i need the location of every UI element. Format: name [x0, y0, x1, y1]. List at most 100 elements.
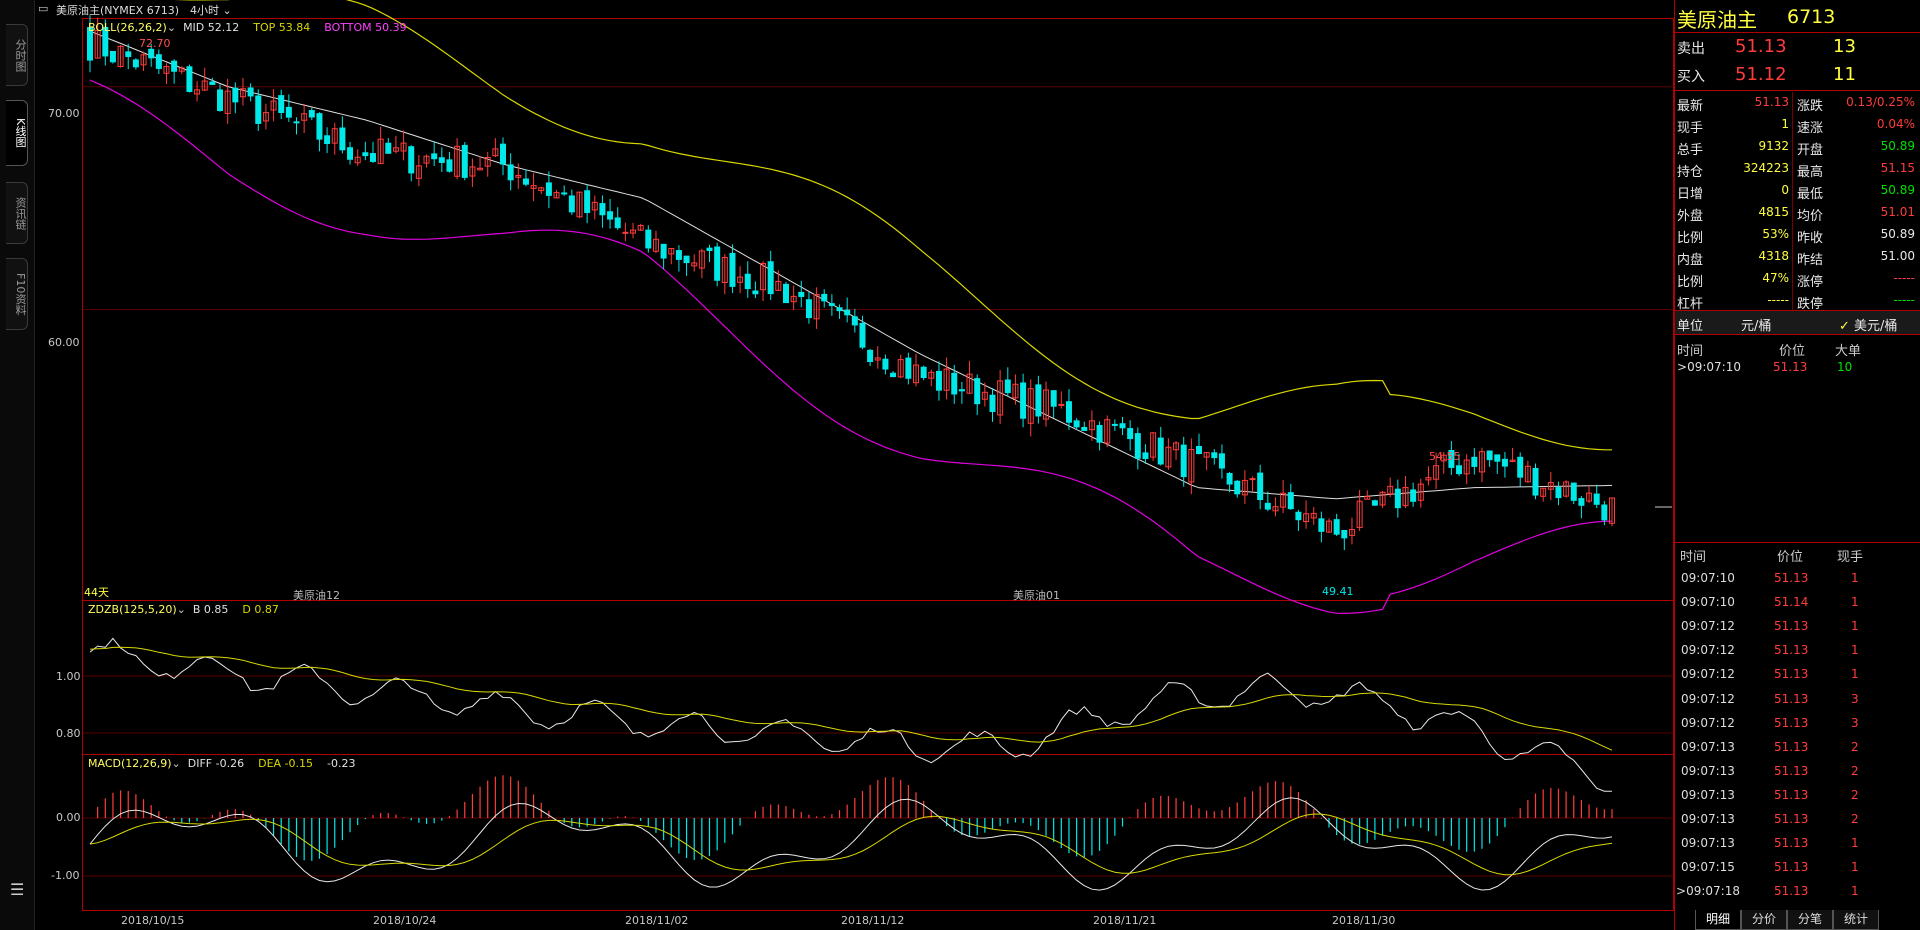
tick-volume: 2	[1851, 812, 1859, 826]
sell-price: 51.13	[1735, 36, 1787, 57]
macd-chart-frame[interactable]	[82, 754, 1674, 911]
candle	[1593, 493, 1600, 505]
tab-detail[interactable]: 明细	[1695, 910, 1741, 930]
quote-label: 最新	[1677, 99, 1704, 114]
candle	[1356, 500, 1363, 528]
check-icon: ✓	[1839, 319, 1850, 334]
chevron-down-icon[interactable]: ⌄	[166, 21, 177, 34]
quote-label: 昨收	[1797, 231, 1824, 246]
candle	[591, 201, 598, 211]
quote-row: 最新 51.13 涨跌 0.13/0.25%	[1675, 92, 1920, 114]
candle	[821, 293, 828, 302]
tick-row[interactable]: 09:07:12 51.13 3	[1675, 713, 1920, 735]
quote-value: 1	[1781, 117, 1789, 131]
tab-news-chain[interactable]: 资讯链	[6, 182, 28, 244]
tick-price: 51.13	[1774, 860, 1809, 875]
zdzb-d-line	[89, 646, 1613, 751]
candle	[163, 65, 170, 74]
left-tab-strip: 分时图 K线图 资讯链 F10资料	[0, 0, 35, 930]
candle	[392, 147, 399, 152]
candle	[1111, 423, 1118, 426]
candle	[1433, 465, 1440, 480]
tick-row[interactable]: 09:07:13 51.13 2	[1675, 737, 1920, 759]
quote-row: 持仓 324223 最高 51.15	[1675, 158, 1920, 180]
quote-label: 涨跌	[1797, 99, 1824, 114]
tick-row[interactable]: 09:07:13 51.13 2	[1675, 809, 1920, 831]
candle	[882, 358, 889, 370]
candle	[645, 229, 652, 249]
candle	[140, 54, 147, 66]
tick-row[interactable]: 09:07:13 51.13 2	[1675, 761, 1920, 783]
tab-tick-detail[interactable]: 分笔	[1787, 910, 1833, 930]
candle	[1402, 486, 1409, 507]
boll-legend: BOLL(26,26,2)⌄ MID 52.12 TOP 53.84 BOTTO…	[88, 21, 407, 34]
candle	[729, 252, 736, 287]
quote-value: -----	[1767, 293, 1789, 307]
menu-list-icon[interactable]: ☰	[10, 880, 25, 899]
tick-row[interactable]: 09:07:12 51.13 3	[1675, 689, 1920, 711]
candle	[989, 394, 996, 412]
candle	[630, 229, 637, 234]
big-order-row[interactable]: >09:07:10	[1677, 360, 1741, 374]
tick-row[interactable]: 09:07:10 51.14 1	[1675, 592, 1920, 614]
candle	[148, 48, 155, 59]
candle	[1318, 518, 1325, 532]
quote-value: 9132	[1758, 139, 1789, 153]
chevron-down-icon[interactable]: ⌄	[176, 603, 186, 616]
tick-time: 09:07:15	[1681, 860, 1735, 875]
tab-intraday[interactable]: 分时图	[6, 24, 28, 86]
candle	[1073, 420, 1080, 428]
candle	[1570, 482, 1577, 501]
unit-usd-option[interactable]: ✓ 美元/桶	[1839, 315, 1897, 334]
tab-f10[interactable]: F10资料	[6, 258, 28, 330]
candle	[1532, 467, 1539, 496]
zdzb-legend-b: B 0.85	[192, 603, 229, 616]
tick-row[interactable]: 09:07:13 51.13 2	[1675, 785, 1920, 807]
candle	[1417, 483, 1424, 501]
candle	[782, 283, 789, 304]
tick-price: 51.13	[1774, 836, 1809, 851]
quote-label: 均价	[1797, 209, 1824, 224]
candle	[859, 322, 866, 348]
quote-value: 50.89	[1880, 183, 1915, 197]
tick-row[interactable]: 09:07:13 51.13 1	[1675, 833, 1920, 855]
candle	[683, 255, 690, 264]
candle	[301, 113, 308, 121]
candle	[155, 54, 162, 69]
candle	[553, 192, 560, 199]
tab-statistics[interactable]: 统计	[1833, 910, 1879, 930]
candle	[1586, 492, 1593, 502]
tick-header-price: 价位	[1777, 550, 1804, 565]
tick-row[interactable]: >09:07:18 51.13 1	[1675, 881, 1920, 903]
candle	[943, 368, 950, 391]
candle	[706, 247, 713, 252]
boll-legend-top: TOP 53.84	[253, 21, 311, 34]
unit-cny-option[interactable]: 元/桶	[1741, 319, 1772, 334]
tab-kline[interactable]: K线图	[6, 100, 28, 166]
quote-label: 速涨	[1797, 121, 1824, 136]
candle	[1425, 477, 1432, 481]
candle	[1058, 403, 1065, 406]
candle	[1234, 480, 1241, 495]
tick-row[interactable]: 09:07:15 51.13 1	[1675, 857, 1920, 879]
tick-row[interactable]: 09:07:10 51.13 1	[1675, 568, 1920, 590]
candle	[637, 224, 644, 231]
tab-price-dist[interactable]: 分价	[1741, 910, 1787, 930]
candle	[339, 127, 346, 151]
macd-y-tick-neg1: -1.00	[51, 869, 80, 882]
candle	[194, 89, 201, 95]
big-order-header-time: 时间	[1677, 344, 1704, 359]
tick-row[interactable]: 09:07:12 51.13 1	[1675, 616, 1920, 638]
period-selector[interactable]: 4小时 ⌄	[190, 2, 232, 18]
candle	[507, 164, 514, 181]
tick-volume: 1	[1851, 667, 1859, 682]
tick-row[interactable]: 09:07:12 51.13 1	[1675, 664, 1920, 686]
candle	[561, 192, 568, 195]
boll-legend-bottom: BOTTOM 50.39	[324, 21, 407, 34]
tick-header-time: 时间	[1680, 550, 1707, 565]
tick-row[interactable]: 09:07:12 51.13 1	[1675, 640, 1920, 662]
big-order-volume: 10	[1837, 360, 1853, 374]
tick-price: 51.13	[1774, 667, 1809, 682]
divider	[1675, 32, 1920, 33]
chevron-down-icon[interactable]: ⌄	[171, 757, 181, 770]
